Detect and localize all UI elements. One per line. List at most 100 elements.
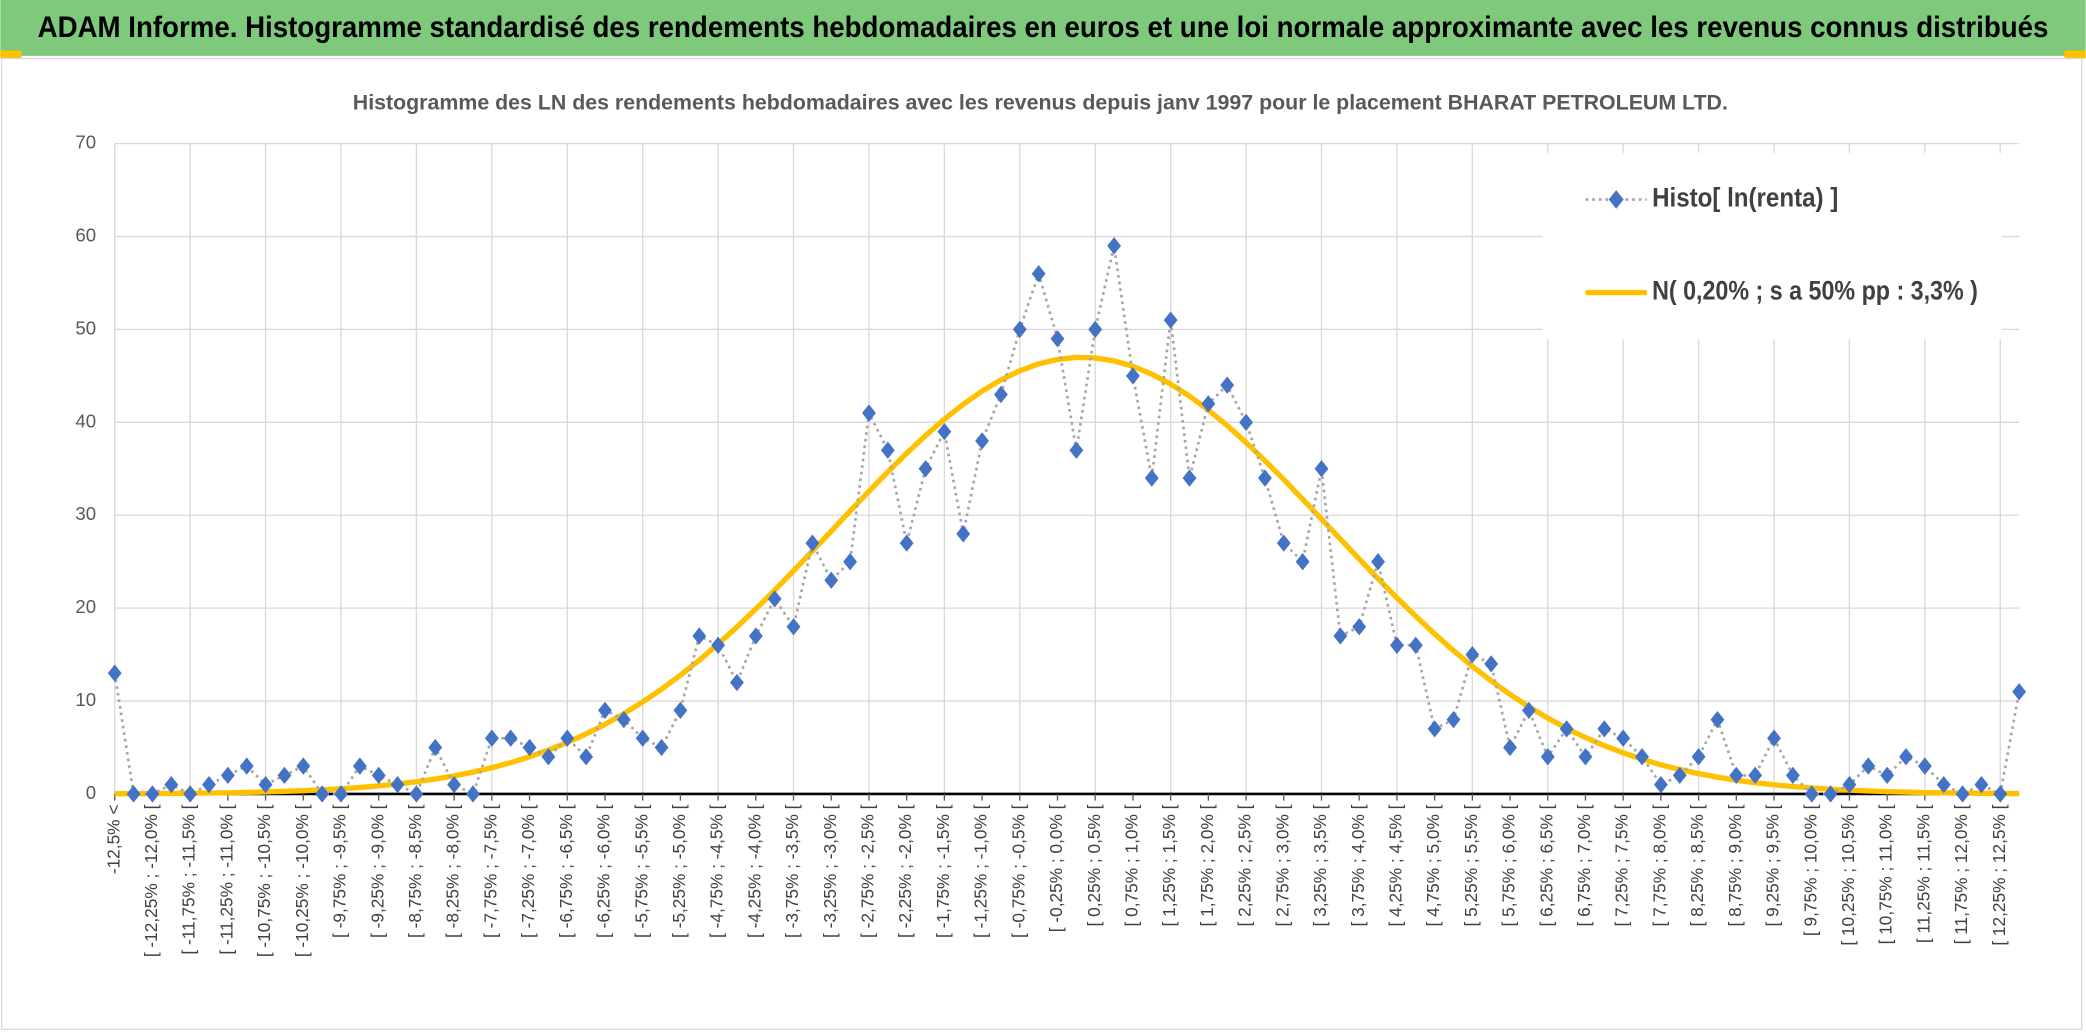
- data-point: [334, 785, 348, 803]
- x-tick-label: [ -7,25% ; -7,0% [: [518, 804, 538, 938]
- data-point: [277, 766, 292, 785]
- data-point: [579, 748, 594, 766]
- legend-label: N( 0,20% ; s a 50% pp : 3,3% ): [1652, 276, 1978, 306]
- header-corner: [0, 50, 22, 59]
- data-point: [1465, 645, 1480, 664]
- data-point: [1880, 766, 1895, 785]
- x-tick-label: [ 2,25% ; 2,5% [: [1235, 804, 1255, 926]
- x-tick-label: [ 8,75% ; 9,0% [: [1725, 804, 1745, 926]
- x-tick-label: [ 3,25% ; 3,5% [: [1310, 804, 1330, 926]
- data-point: [1672, 766, 1687, 785]
- data-point: [239, 757, 254, 775]
- x-tick-label: [ 1,75% ; 2,0% [: [1197, 804, 1217, 926]
- x-tick-label: [ -2,25% ; -2,0% [: [895, 804, 915, 938]
- x-tick-label: [ -9,75% ; -9,5% [: [330, 804, 350, 938]
- x-tick-label: [ 9,75% ; 10,0% [: [1800, 804, 1820, 936]
- x-tick-label: [ -6,25% ; -6,0% [: [594, 804, 614, 938]
- data-point: [352, 757, 367, 775]
- data-point: [1144, 469, 1159, 487]
- data-point: [428, 738, 443, 757]
- x-tick-label: [ -11,25% ; -11,0% [: [216, 804, 236, 954]
- data-point: [711, 636, 726, 654]
- data-point: [767, 590, 782, 608]
- data-point: [220, 766, 235, 785]
- x-tick-label: [ -8,75% ; -8,5% [: [405, 804, 425, 938]
- y-tick-label: 60: [75, 224, 96, 245]
- data-point: [1899, 748, 1913, 766]
- data-point: [1258, 469, 1272, 487]
- legend-box: [1543, 152, 2002, 340]
- data-point: [1993, 785, 2008, 803]
- x-tick-label: [ -10,75% ; -10,5% [: [254, 804, 274, 957]
- data-point: [1012, 320, 1027, 339]
- data-point: [1220, 376, 1235, 394]
- x-tick-label: [ 10,75% ; 11,0% [: [1876, 804, 1896, 944]
- data-point: [1691, 748, 1706, 766]
- x-tick-label: [ 5,25% ; 5,5% [: [1461, 804, 1481, 926]
- data-point: [1276, 534, 1291, 552]
- data-point: [975, 432, 990, 450]
- data-point: [673, 701, 688, 719]
- x-tick-label: [ -4,75% ; -4,5% [: [707, 804, 727, 938]
- x-tick-label: [ 8,25% ; 8,5% [: [1687, 804, 1707, 926]
- data-point: [371, 766, 386, 785]
- data-point: [805, 534, 820, 552]
- data-point: [296, 757, 311, 775]
- x-tick-label: [ -0,75% ; -0,5% [: [1008, 804, 1028, 938]
- data-point: [1239, 413, 1253, 431]
- x-tick-label: [ 4,75% ; 5,0% [: [1423, 804, 1443, 926]
- data-point: [1955, 785, 1970, 803]
- x-tick-label: [ -12,25% ; -12,0% [: [141, 804, 161, 957]
- series-line: [114, 354, 2020, 797]
- x-tick-label: [ 7,25% ; 7,5% [: [1612, 804, 1632, 926]
- x-tick-label: [ 6,25% ; 6,5% [: [1536, 804, 1556, 926]
- data-point: [1484, 655, 1499, 673]
- data-point: [937, 422, 952, 441]
- data-point: [126, 785, 141, 803]
- y-tick-label: 20: [75, 596, 96, 617]
- x-tick-label: [ 0,75% ; 1,0% [: [1121, 804, 1141, 926]
- x-tick-label: [ -3,75% ; -3,5% [: [782, 804, 802, 938]
- x-tick-label: [ -9,25% ; -9,0% [: [367, 804, 387, 938]
- y-tick-label: 50: [75, 317, 96, 338]
- data-point: [1201, 395, 1216, 413]
- data-point: [1748, 766, 1763, 785]
- y-tick-label: 30: [75, 503, 96, 524]
- y-tick-label: 10: [75, 689, 96, 710]
- y-tick-label: 0: [86, 782, 96, 803]
- x-tick-label: [ -6,75% ; -6,5% [: [556, 804, 576, 938]
- data-point: [1861, 757, 1876, 775]
- data-point: [202, 776, 216, 794]
- x-tick-label: [ 12,25% ; 12,5% [: [1989, 804, 2009, 945]
- data-point: [1352, 618, 1367, 636]
- x-tick-label: [ 0,25% ; 0,5% [: [1084, 804, 1104, 926]
- data-point: [598, 701, 612, 719]
- data-point: [692, 627, 707, 645]
- data-point: [145, 785, 160, 803]
- x-tick-label: [ -5,75% ; -5,5% [: [631, 804, 651, 938]
- x-tick-label: [ 5,75% ; 6,0% [: [1499, 804, 1519, 926]
- data-point: [1540, 748, 1555, 766]
- data-point: [748, 627, 763, 645]
- x-tick-label: [ -10,25% ; -10,0% [: [292, 804, 312, 957]
- data-point: [164, 776, 179, 794]
- data-point: [862, 404, 876, 422]
- data-point: [1408, 636, 1423, 654]
- data-point: [1389, 636, 1404, 654]
- x-tick-label: [ -3,25% ; -3,0% [: [820, 804, 840, 938]
- data-point: [390, 776, 405, 794]
- x-tick-label: [ -4,25% ; -4,0% [: [744, 804, 764, 938]
- series-line: [113, 244, 2021, 796]
- data-point: [107, 664, 122, 682]
- data-point: [1521, 701, 1536, 719]
- data-point: [1559, 720, 1574, 738]
- data-point: [1823, 785, 1838, 803]
- data-point: [1710, 710, 1725, 729]
- legend-label: Histo[ ln(renta) ]: [1652, 183, 1838, 213]
- data-point: [1446, 710, 1461, 729]
- data-point: [994, 385, 1008, 404]
- x-tick-label: [ 11,25% ; 11,5% [: [1913, 804, 1933, 943]
- data-point: [786, 618, 801, 636]
- data-point: [1917, 757, 1932, 775]
